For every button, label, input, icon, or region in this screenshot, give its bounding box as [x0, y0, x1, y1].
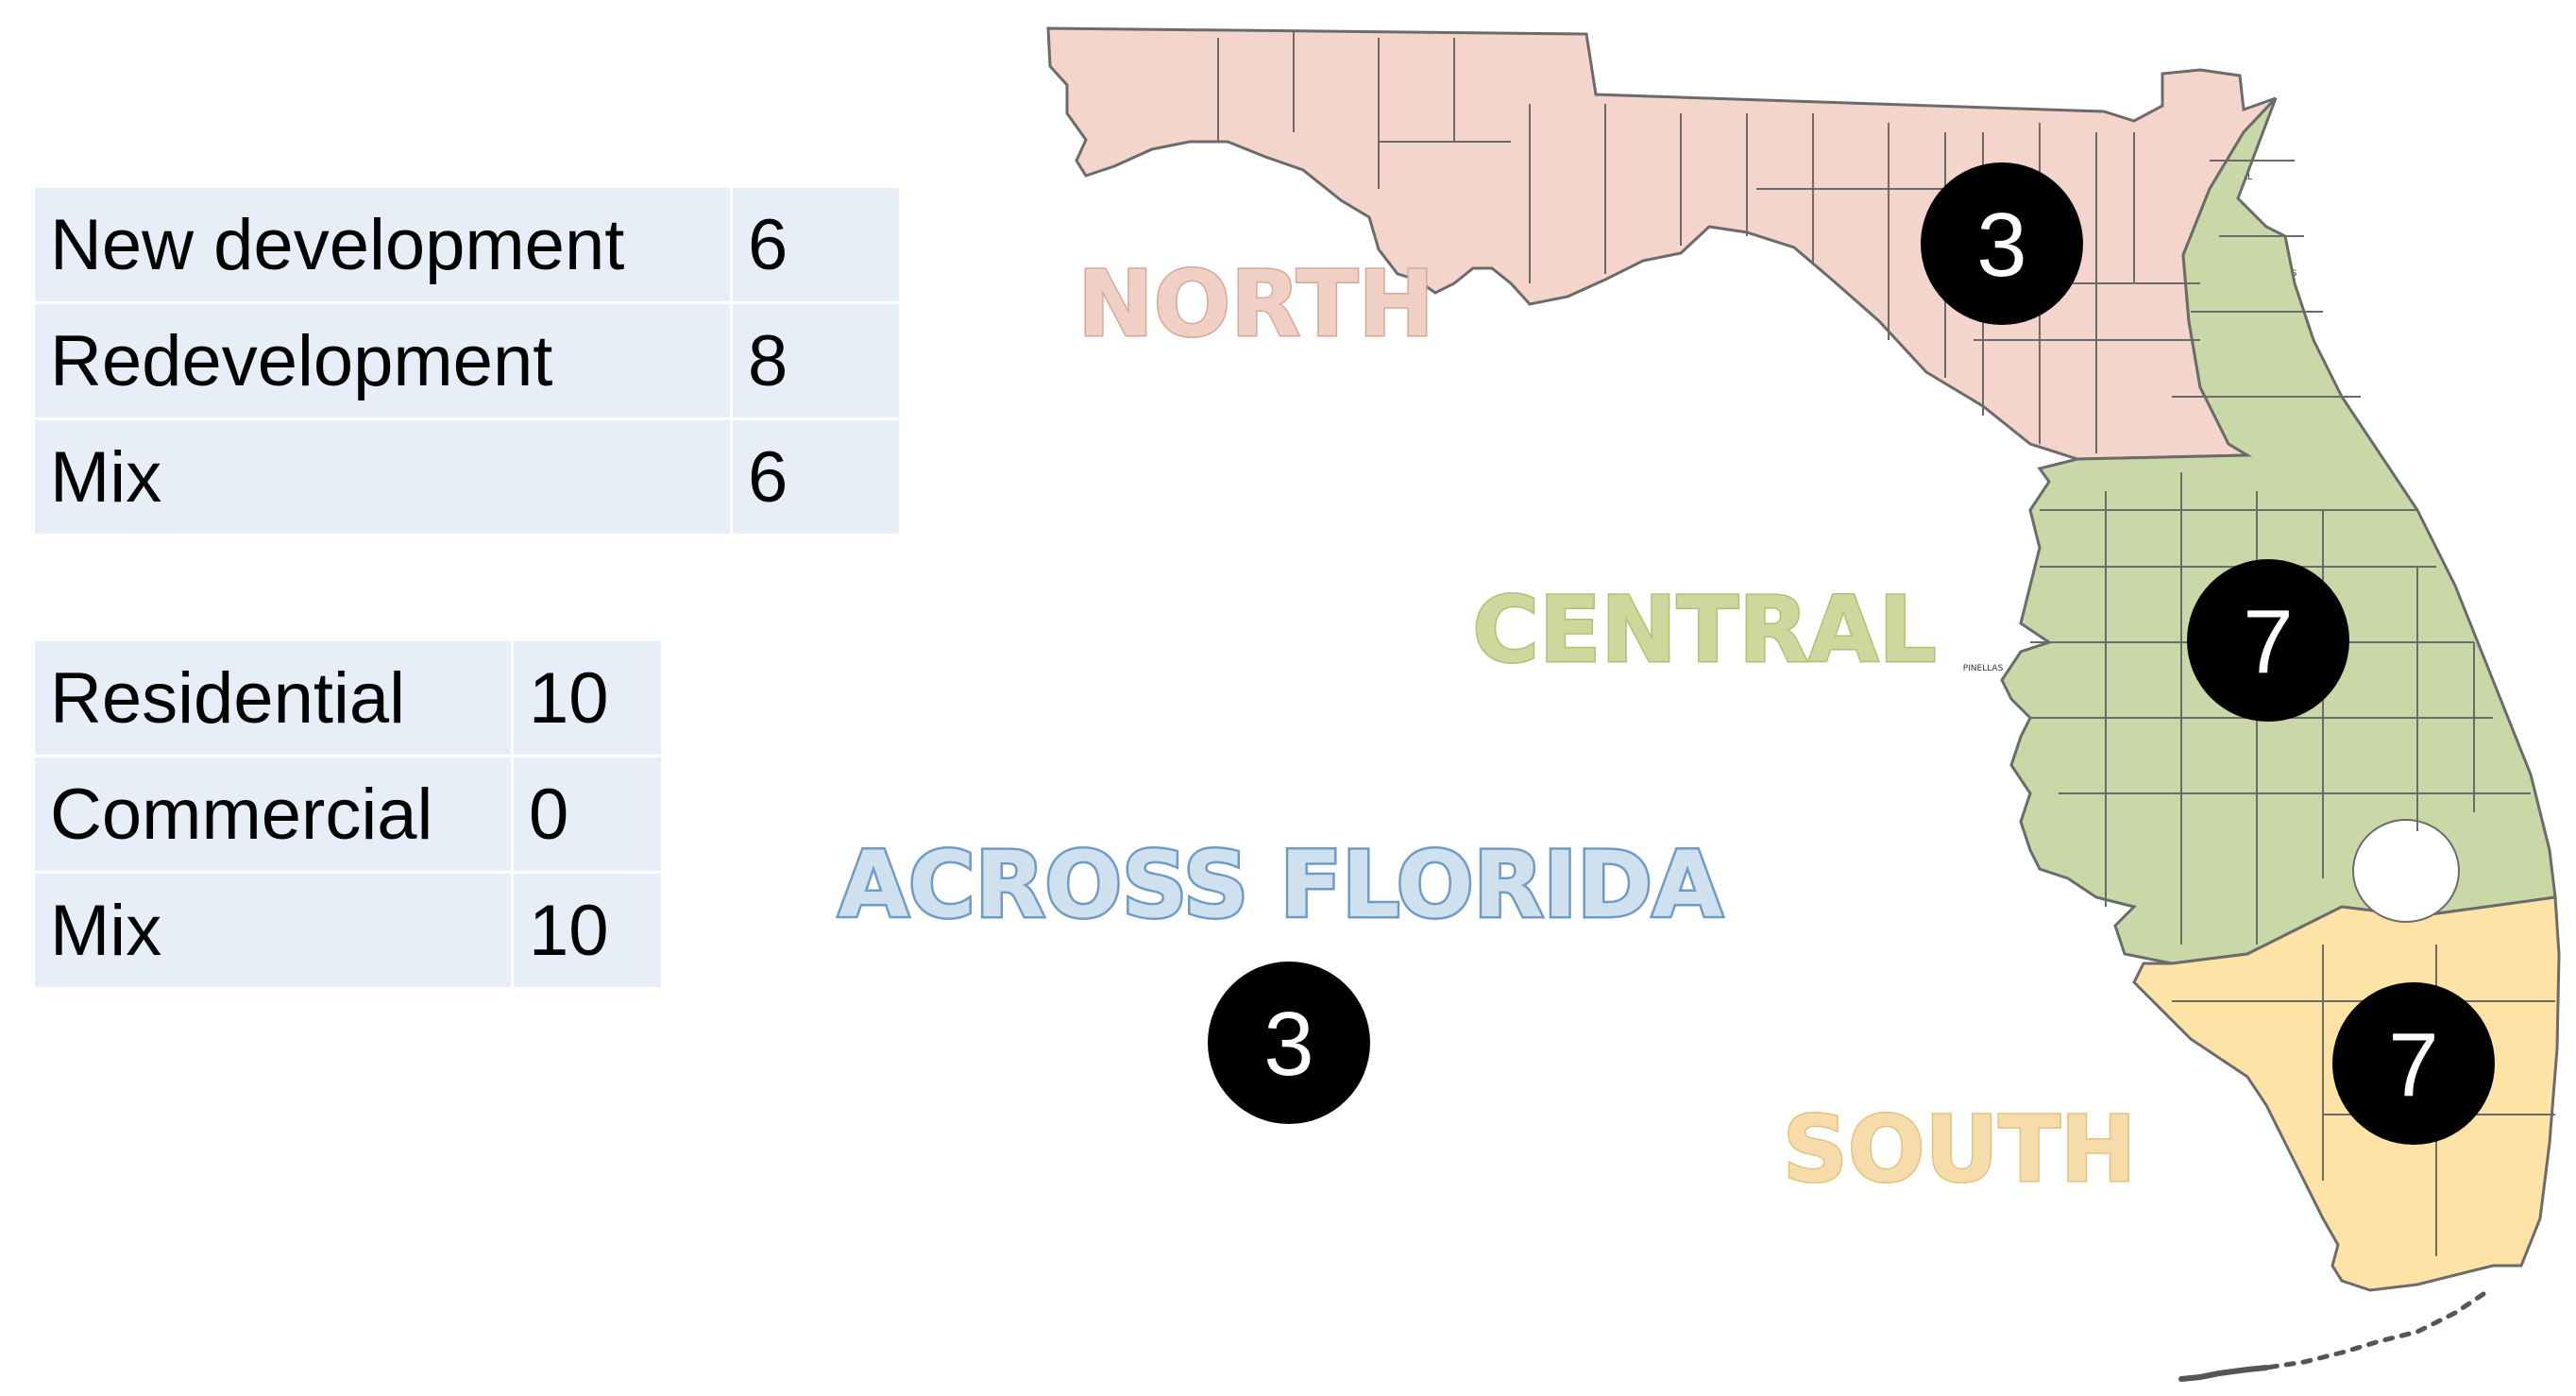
row-value: 6 — [733, 188, 899, 301]
row-label: New development — [35, 188, 730, 301]
development-type-table: New development 6 Redevelopment 8 Mix 6 — [32, 185, 902, 536]
badge-across: 3 — [1208, 962, 1370, 1124]
row-label: Commercial — [35, 758, 511, 871]
table-row: Mix 10 — [35, 874, 661, 987]
row-label: Residential — [35, 641, 511, 755]
row-label: Mix — [35, 420, 730, 534]
florida-keys-tip — [2178, 1365, 2269, 1382]
lake-okeechobee — [2352, 819, 2460, 923]
region-north — [1046, 26, 2278, 461]
badge-central: 7 — [2187, 559, 2349, 722]
county-label: PINELLAS — [1963, 664, 2004, 673]
land-use-table: Residential 10 Commercial 0 Mix 10 — [32, 638, 664, 990]
row-value: 8 — [733, 304, 899, 417]
table-row: Commercial 0 — [35, 758, 661, 871]
badge-south-count: 7 — [2388, 1014, 2438, 1115]
row-value: 10 — [514, 641, 661, 755]
table-row: Residential 10 — [35, 641, 661, 755]
table-row: New development 6 — [35, 188, 899, 301]
table-row: Mix 6 — [35, 420, 899, 534]
badge-south: 7 — [2332, 982, 2495, 1145]
row-value: 10 — [514, 874, 661, 987]
row-value: 0 — [514, 758, 661, 871]
badge-north: 3 — [1921, 162, 2083, 325]
badge-central-count: 7 — [2243, 591, 2293, 692]
region-label-across: ACROSS FLORIDA — [839, 832, 1722, 938]
badge-north-count: 3 — [1976, 195, 2026, 296]
badge-across-count: 3 — [1263, 994, 1313, 1095]
region-label-north: NORTH — [1077, 251, 1433, 357]
row-label: Redevelopment — [35, 304, 730, 417]
table-row: Redevelopment 8 — [35, 304, 899, 417]
row-label: Mix — [35, 874, 511, 987]
region-label-central: CENTRAL — [1472, 577, 1936, 683]
row-value: 6 — [733, 420, 899, 534]
region-label-south: SOUTH — [1783, 1097, 2137, 1202]
florida-keys — [2263, 1291, 2486, 1370]
